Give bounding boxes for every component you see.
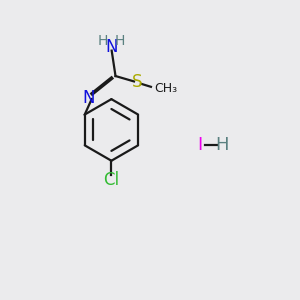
- Text: H: H: [215, 136, 229, 154]
- Text: N: N: [82, 88, 95, 106]
- Text: S: S: [132, 73, 142, 91]
- Text: I: I: [197, 136, 202, 154]
- Text: H: H: [115, 34, 125, 48]
- Text: H: H: [98, 34, 108, 48]
- Text: Cl: Cl: [103, 171, 119, 189]
- Text: N: N: [105, 38, 118, 56]
- Text: CH₃: CH₃: [154, 82, 177, 95]
